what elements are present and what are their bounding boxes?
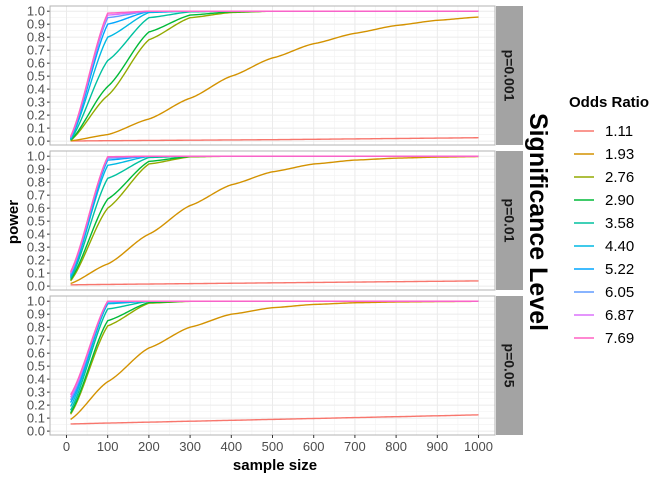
x-tick-label: 500: [262, 439, 284, 454]
legend-title: Odds Ratio: [569, 94, 649, 111]
legend-label: 6.05: [605, 284, 634, 301]
y-tick-label: 0.4: [27, 82, 45, 97]
legend-label: 7.69: [605, 330, 634, 347]
y-tick-label: 0.7: [27, 43, 45, 58]
series-line: [70, 280, 479, 286]
legend-label: 3.58: [605, 215, 634, 232]
y-tick-label: 0.7: [27, 188, 45, 203]
y-tick-label: 1.0: [27, 294, 45, 309]
x-tick-label: 400: [220, 439, 242, 454]
y-tick-label: 0.2: [27, 108, 45, 123]
series-line: [69, 155, 479, 273]
x-tick-label: 800: [385, 439, 407, 454]
x-tick-label: 200: [138, 439, 160, 454]
x-axis: 0 100 200 300 400 500 600 700 800 900 1000: [63, 435, 493, 454]
y-tick-label: 0.0: [27, 424, 45, 439]
y-tick-label: 0.2: [27, 398, 45, 413]
series-line: [70, 414, 479, 425]
y-tick-label: 0.9: [27, 17, 45, 32]
x-tick-label: 300: [179, 439, 201, 454]
x-tick-label: 1000: [464, 439, 493, 454]
legend: Odds Ratio 1.11 1.93 2.76 2.90 3.58 4.40 5.22 6…: [569, 94, 649, 347]
series-line: [70, 16, 479, 142]
y-tick-label: 0.3: [27, 385, 45, 400]
legend-label: 1.11: [605, 123, 633, 140]
facet-panel: 0.00.10.20.30.40.50.60.70.80.91.0 p=0.01: [27, 149, 523, 294]
y-tick-label: 0.6: [27, 201, 45, 216]
panel-border: [49, 150, 496, 291]
y-tick-label: 0.9: [27, 162, 45, 177]
facet-panel: 0.00.10.20.30.40.50.60.70.80.91.0 p=0.05: [27, 294, 523, 439]
y-tick-label: 1.0: [27, 4, 45, 19]
y-tick-label: 0.4: [27, 227, 45, 242]
facet-panel: 0.00.10.20.30.40.50.60.70.80.91.0 p=0.001: [27, 4, 523, 149]
legend-label: 4.40: [605, 238, 634, 255]
y-tick-label: 0.2: [27, 253, 45, 268]
y-tick-label: 1.0: [27, 149, 45, 164]
y-tick-label: 0.8: [27, 320, 45, 335]
y-tick-label: 0.1: [27, 121, 45, 136]
facet-strip: [496, 296, 523, 435]
x-tick-label: 700: [344, 439, 366, 454]
series-line: [69, 10, 479, 137]
y-tick-label: 0.0: [27, 134, 45, 149]
legend-label: 2.90: [605, 192, 634, 209]
x-tick-label: 100: [97, 439, 119, 454]
x-axis-title: sample size: [233, 457, 317, 474]
y-tick-label: 0.5: [27, 69, 45, 84]
series-line: [70, 155, 479, 285]
y-tick-label: 0.6: [27, 56, 45, 71]
y-tick-label: 0.8: [27, 30, 45, 45]
x-tick-label: 0: [63, 439, 70, 454]
y-tick-label: 0.4: [27, 372, 45, 387]
y-tick-label: 0.3: [27, 95, 45, 110]
legend-label: 6.87: [605, 307, 634, 324]
facet-strip: [496, 151, 523, 290]
y-tick-label: 0.1: [27, 411, 45, 426]
y-tick-label: 0.1: [27, 266, 45, 281]
facet-panels: 0.00.10.20.30.40.50.60.70.80.91.0p=0.001…: [27, 4, 523, 439]
x-tick-label: 900: [426, 439, 448, 454]
y-tick-label: 0.5: [27, 359, 45, 374]
significance-level-title: Significance Level: [524, 113, 552, 331]
series-line: [70, 137, 479, 142]
y-tick-label: 0.8: [27, 175, 45, 190]
series-line: [69, 300, 479, 396]
facet-strip-label: p=0.05: [502, 344, 518, 388]
panel-border: [49, 5, 496, 146]
facet-strip: [496, 6, 523, 145]
y-tick-label: 0.7: [27, 333, 45, 348]
y-tick-label: 0.9: [27, 307, 45, 322]
y-axis-title: power: [5, 200, 22, 244]
facet-strip-label: p=0.001: [502, 50, 518, 102]
y-tick-label: 0.0: [27, 279, 45, 294]
facet-strip-label: p=0.01: [502, 199, 518, 243]
y-tick-label: 0.6: [27, 346, 45, 361]
x-tick-label: 600: [303, 439, 325, 454]
legend-label: 1.93: [605, 146, 634, 163]
legend-label: 2.76: [605, 169, 634, 186]
y-tick-label: 0.5: [27, 214, 45, 229]
legend-label: 5.22: [605, 261, 634, 278]
y-tick-label: 0.3: [27, 240, 45, 255]
